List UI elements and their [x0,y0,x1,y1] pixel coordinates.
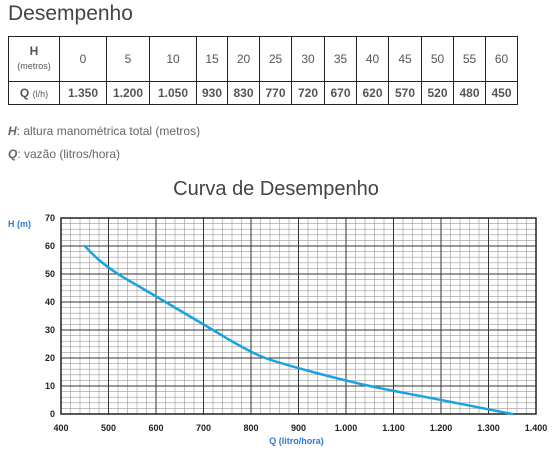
plot-frame [60,217,537,415]
y-axis-label: H (m) [8,219,31,229]
head-cell: 45 [388,36,422,82]
y-axis-ticks: 0 10 20 30 40 50 60 70 [45,213,55,419]
y-tick-label: 50 [45,269,55,279]
head-cell: 30 [291,36,325,82]
x-tick-label: 1.400 [525,423,548,433]
head-cell: 40 [356,36,389,82]
major-grid [60,217,537,415]
head-cell: 15 [196,36,228,82]
x-tick-label: 1.200 [430,423,453,433]
x-axis-ticks: 400 500 600 700 800 900 1.000 1.100 1.200 1.300 1.… [53,423,547,433]
legend-q-text: : vazão (litros/hora) [17,147,121,161]
page-heading: Desempenho [8,2,133,25]
flow-cell: 770 [259,81,292,105]
head-cell: 20 [227,36,260,82]
legend-q-symbol: Q [8,147,18,161]
flow-row-label: Q (l/h) [8,81,60,105]
flow-cell: 480 [453,81,486,105]
x-tick-label: 400 [53,423,68,433]
head-row: H (metros) 0 5 10 15 20 25 30 35 40 45 5… [8,36,518,82]
head-cell: 60 [485,36,518,82]
x-tick-label: 700 [196,423,211,433]
head-cell: 35 [324,36,357,82]
y-tick-label: 0 [50,409,55,419]
head-cell: 10 [149,36,197,82]
x-tick-label: 800 [243,423,258,433]
flow-cell: 830 [227,81,260,105]
flow-cell: 1.200 [106,81,150,105]
head-cell: 55 [453,36,486,82]
y-tick-label: 70 [45,213,55,223]
flow-cell: 520 [421,81,454,105]
legend-h: H: altura manométrica total (metros) [8,124,200,138]
x-axis-label: Q (litro/hora) [269,436,324,446]
head-row-label: H (metros) [8,36,60,82]
series-line [83,244,514,416]
head-symbol: H [29,44,39,58]
x-tick-label: 1.000 [335,423,358,433]
y-tick-label: 10 [45,381,55,391]
head-cell: 5 [106,36,150,82]
flow-unit: (l/h) [32,89,49,99]
legend-h-symbol: H [8,124,17,138]
head-unit: (metros) [17,61,51,71]
legend-q: Q: vazão (litros/hora) [8,147,120,161]
flow-row: Q (l/h) 1.350 1.200 1.050 930 830 770 72… [8,81,518,105]
y-tick-label: 60 [45,241,55,251]
x-tick-label: 500 [101,423,116,433]
flow-symbol: Q [19,86,30,100]
x-tick-label: 1.300 [477,423,500,433]
x-tick-label: 1.100 [382,423,405,433]
head-cell: 25 [259,36,292,82]
flow-cell: 720 [291,81,325,105]
y-tick-label: 30 [45,325,55,335]
performance-chart: 0 10 20 30 40 50 60 70 400 500 600 700 800 900 1.000 1… [8,213,547,446]
y-tick-label: 40 [45,297,55,307]
x-tick-label: 900 [291,423,306,433]
head-cell: 50 [421,36,454,82]
legend-h-text: : altura manométrica total (metros) [16,124,201,138]
flow-cell: 570 [388,81,422,105]
flow-cell: 1.350 [59,81,107,105]
flow-cell: 620 [356,81,389,105]
x-tick-label: 600 [148,423,163,433]
flow-cell: 670 [324,81,357,105]
flow-cell: 1.050 [149,81,197,105]
performance-table: H (metros) 0 5 10 15 20 25 30 35 40 45 5… [8,36,518,105]
flow-cell: 930 [196,81,228,105]
y-tick-label: 20 [45,353,55,363]
head-cell: 0 [59,36,107,82]
flow-cell: 450 [485,81,518,105]
chart-title: Curva de Desempenho [173,178,379,200]
